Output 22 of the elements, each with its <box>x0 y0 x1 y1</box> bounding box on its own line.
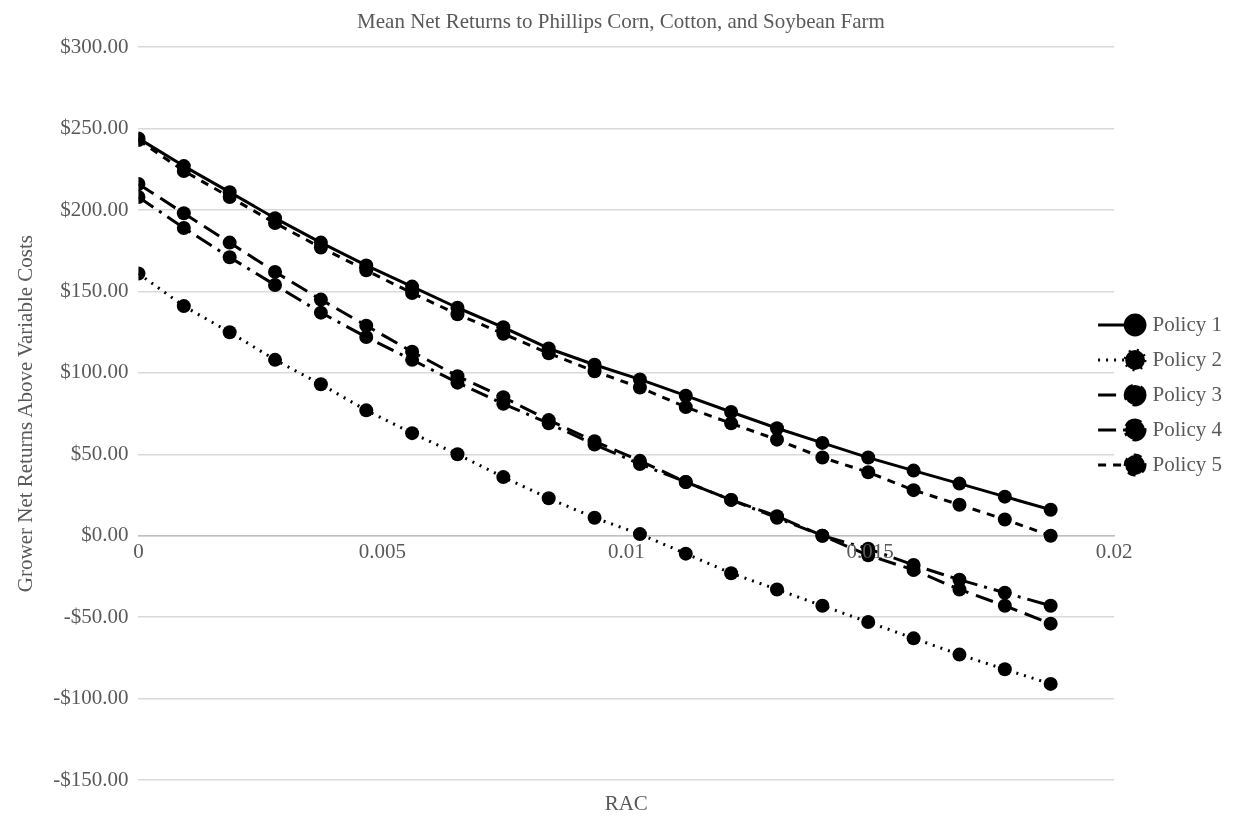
y-tick-label: $200.00 <box>60 196 129 221</box>
y-tick-label: -$50.00 <box>63 603 129 628</box>
y-tick-label: $100.00 <box>60 359 129 384</box>
legend-label: Policy 3 <box>1152 381 1222 406</box>
chart-title: Mean Net Returns to Phillips Corn, Cotton, and Soybean Farm <box>357 9 885 34</box>
y-tick-label: $150.00 <box>60 277 129 302</box>
x-tick-label: 0.02 <box>1095 538 1133 563</box>
y-tick-label: -$150.00 <box>53 766 129 791</box>
x-axis-title: RAC <box>604 791 648 816</box>
y-axis-title: Grower Net Returns Above Variable Costs <box>13 235 38 593</box>
y-tick-label: -$100.00 <box>53 685 129 710</box>
legend-label: Policy 4 <box>1152 416 1223 441</box>
y-tick-label: $50.00 <box>70 440 129 465</box>
x-tick-label: 0 <box>133 538 144 563</box>
y-tick-label: $250.00 <box>60 115 129 140</box>
legend-label: Policy 5 <box>1152 451 1222 476</box>
y-tick-label: $0.00 <box>81 522 129 547</box>
x-tick-label: 0.005 <box>358 538 406 563</box>
x-tick-label: 0.01 <box>607 538 645 563</box>
y-tick-label: $300.00 <box>60 33 129 58</box>
legend-label: Policy 2 <box>1152 346 1222 371</box>
legend-label: Policy 1 <box>1152 311 1222 336</box>
